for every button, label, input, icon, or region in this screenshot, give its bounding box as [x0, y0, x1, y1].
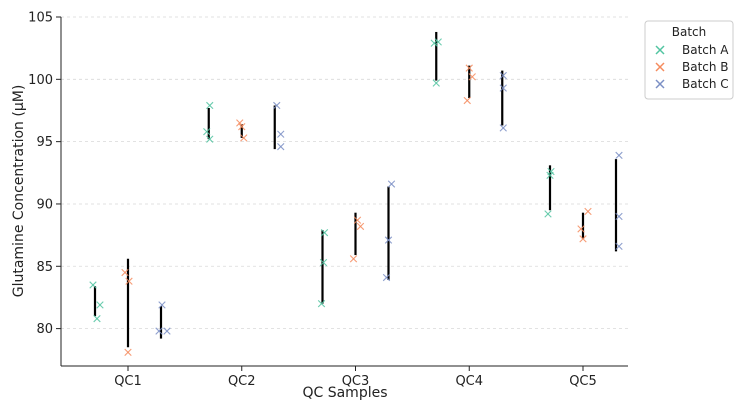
x-axis-title: QC Samples [302, 385, 387, 401]
data-point-batch-a-QC3-1 [317, 299, 326, 308]
y-tick-label-90: 90 [36, 197, 53, 212]
legend: Batch Batch A Batch B Batch C [644, 20, 734, 100]
data-point-batch-b-QC5-1 [577, 225, 585, 233]
legend-marker-batch-a [655, 45, 665, 55]
data-point-batch-c-QC5-1 [615, 151, 623, 160]
data-point-batch-b-QC1-2 [125, 277, 133, 285]
legend-label-batch-a: Batch A [682, 43, 729, 57]
data-point-batch-b-QC5-3 [584, 207, 592, 216]
data-point-batch-c-QC3-2 [384, 236, 393, 244]
data-point-batch-a-QC5-1 [544, 210, 552, 218]
legend-label-batch-c: Batch C [682, 77, 729, 91]
legend-marker-batch-c [655, 79, 665, 89]
data-point-batch-b-QC4-3 [468, 73, 476, 81]
data-point-batch-a-QC3-2 [319, 258, 328, 267]
axes [60, 17, 628, 367]
data-point-batch-b-QC2-3 [240, 134, 248, 142]
data-point-batch-a-QC4-2 [434, 38, 442, 46]
x-tick-label-QC4: QC4 [455, 374, 483, 389]
data-point-batch-a-QC2-1 [203, 127, 211, 136]
x-tick-label-QC5: QC5 [569, 374, 597, 389]
data-point-batch-a-QC5-3 [547, 167, 555, 176]
data-point-batch-b-QC3-2 [353, 216, 362, 224]
data-point-batch-b-QC1-1 [121, 268, 129, 277]
data-point-batch-a-QC4-1 [430, 39, 438, 47]
data-point-batch-a-QC1-1 [89, 281, 97, 289]
data-point-batch-a-QC4-3 [432, 79, 440, 87]
data-point-batch-b-QC4-2 [465, 64, 473, 72]
data-point-batch-c-QC4-3 [499, 124, 507, 132]
data-point-batch-a-QC2-2 [206, 135, 214, 143]
data-point-batch-a-QC1-2 [93, 314, 101, 323]
data-point-batch-a-QC3-3 [320, 228, 329, 237]
data-point-batch-c-QC3-3 [387, 180, 396, 188]
data-point-batch-c-QC4-1 [499, 71, 507, 80]
y-tick-label-105: 105 [28, 11, 53, 26]
data-point-batch-c-QC2-2 [277, 130, 285, 138]
data-point-batch-c-QC2-3 [277, 142, 285, 151]
data-point-batch-c-QC5-3 [615, 242, 623, 251]
x-tick-label-QC2: QC2 [228, 374, 256, 389]
legend-box [644, 20, 734, 100]
legend-marker-batch-b [655, 62, 665, 72]
data-point-batch-a-QC1-3 [96, 301, 104, 309]
data-point-batch-b-QC4-1 [463, 96, 471, 105]
data-points [89, 38, 623, 356]
data-point-batch-c-QC4-2 [499, 84, 507, 92]
legend-items: Batch A Batch B Batch C [655, 43, 729, 91]
y-axis-title: Glutamine Concentration (µM) [11, 85, 27, 298]
legend-label-batch-b: Batch B [682, 60, 729, 74]
data-point-batch-a-QC2-3 [206, 101, 214, 110]
data-point-batch-b-QC2-2 [238, 122, 246, 131]
data-point-batch-b-QC5-2 [579, 235, 587, 243]
data-point-batch-c-QC1-2 [158, 301, 166, 309]
data-point-batch-c-QC3-1 [382, 273, 391, 282]
data-point-batch-c-QC1-3 [163, 327, 171, 335]
x-tick-label-QC1: QC1 [114, 374, 142, 389]
grid-lines [61, 16, 628, 330]
data-point-batch-b-QC3-1 [349, 255, 358, 263]
error-bars [93, 31, 618, 348]
y-tick-label-80: 80 [36, 322, 53, 337]
data-point-batch-c-QC5-2 [615, 212, 623, 221]
y-tick-label-95: 95 [36, 135, 53, 150]
x-tick-label-QC3: QC3 [342, 374, 370, 389]
data-point-batch-b-QC1-3 [124, 348, 132, 356]
y-tick-label-85: 85 [36, 260, 53, 275]
data-point-batch-c-QC2-1 [273, 101, 281, 110]
data-point-batch-b-QC3-3 [356, 222, 365, 231]
legend-title: Batch [672, 25, 707, 39]
y-tick-label-100: 100 [28, 73, 53, 88]
data-point-batch-b-QC2-1 [236, 119, 244, 127]
x-ticks: QC1 QC2 QC3 QC4 QC5 [114, 366, 597, 389]
y-ticks: 80 85 90 95 100 105 [28, 11, 61, 337]
data-point-batch-c-QC1-1 [155, 327, 163, 335]
